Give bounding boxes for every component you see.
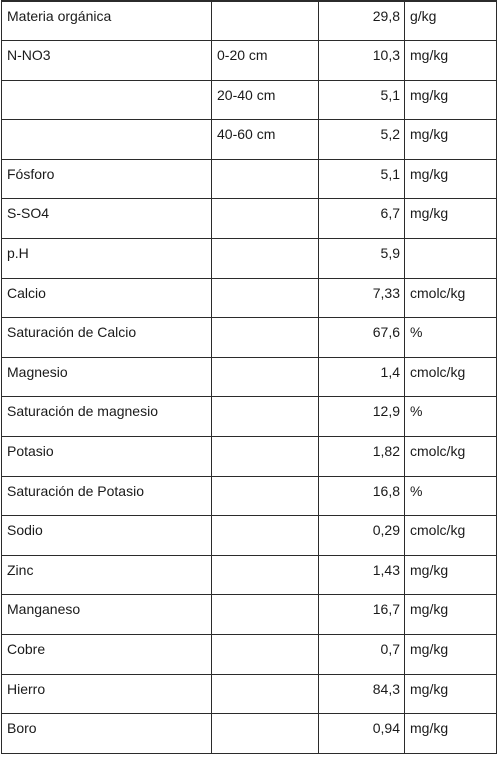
soil-analysis-table: Materia orgánica 29,8 g/kg N-NO3 0-20 cm…: [1, 0, 497, 754]
table-row: N-NO3 0-20 cm 10,3 mg/kg: [1, 40, 497, 81]
table-row: Manganeso 16,7 mg/kg: [1, 594, 497, 635]
parameter-cell: Magnesio: [1, 356, 212, 398]
depth-cell: 0-20 cm: [211, 40, 319, 81]
depth-cell: [211, 356, 319, 398]
depth-cell: [211, 515, 319, 556]
value-cell: 29,8: [318, 0, 405, 42]
table-row: Magnesio 1,4 cmolc/kg: [1, 356, 497, 398]
unit-cell: [404, 238, 497, 279]
value-cell: 0,7: [318, 634, 405, 675]
unit-cell: mg/kg: [404, 40, 497, 81]
value-cell: 5,2: [318, 119, 405, 160]
unit-cell: %: [404, 317, 497, 358]
depth-cell: [211, 277, 319, 319]
table-row: Saturación de magnesio 12,9 %: [1, 396, 497, 438]
parameter-cell: Fósforo: [1, 158, 212, 200]
unit-cell: mg/kg: [404, 79, 497, 121]
parameter-cell: N-NO3: [1, 40, 212, 81]
parameter-cell: S-SO4: [1, 198, 212, 240]
table-row: Sodio 0,29 cmolc/kg: [1, 515, 497, 556]
depth-cell: [211, 713, 319, 754]
table-row: Calcio 7,33 cmolc/kg: [1, 277, 497, 319]
value-cell: 16,7: [318, 594, 405, 635]
depth-cell: [211, 198, 319, 240]
depth-cell: [211, 238, 319, 279]
unit-cell: g/kg: [404, 0, 497, 42]
unit-cell: mg/kg: [404, 554, 497, 596]
value-cell: 7,33: [318, 277, 405, 319]
table-row: Materia orgánica 29,8 g/kg: [1, 0, 497, 42]
table-row: 40-60 cm 5,2 mg/kg: [1, 119, 497, 160]
value-cell: 1,82: [318, 436, 405, 477]
depth-cell: [211, 673, 319, 715]
parameter-cell: Sodio: [1, 515, 212, 556]
parameter-cell: Saturación de Potasio: [1, 475, 212, 517]
depth-cell: 20-40 cm: [211, 79, 319, 121]
value-cell: 1,43: [318, 554, 405, 596]
value-cell: 10,3: [318, 40, 405, 81]
unit-cell: mg/kg: [404, 713, 497, 754]
value-cell: 5,1: [318, 79, 405, 121]
value-cell: 12,9: [318, 396, 405, 438]
table-row: Saturación de Calcio 67,6 %: [1, 317, 497, 358]
table-row: Zinc 1,43 mg/kg: [1, 554, 497, 596]
depth-cell: [211, 475, 319, 517]
value-cell: 1,4: [318, 356, 405, 398]
table-row: Boro 0,94 mg/kg: [1, 713, 497, 754]
depth-cell: 40-60 cm: [211, 119, 319, 160]
value-cell: 0,29: [318, 515, 405, 556]
value-cell: 5,9: [318, 238, 405, 279]
value-cell: 16,8: [318, 475, 405, 517]
parameter-cell: Potasio: [1, 436, 212, 477]
unit-cell: mg/kg: [404, 198, 497, 240]
unit-cell: %: [404, 396, 497, 438]
parameter-cell: Saturación de Calcio: [1, 317, 212, 358]
depth-cell: [211, 158, 319, 200]
table-row: Hierro 84,3 mg/kg: [1, 673, 497, 715]
parameter-cell: Calcio: [1, 277, 212, 319]
parameter-cell: Saturación de magnesio: [1, 396, 212, 438]
table-row: Fósforo 5,1 mg/kg: [1, 158, 497, 200]
parameter-cell: Cobre: [1, 634, 212, 675]
parameter-cell: Zinc: [1, 554, 212, 596]
unit-cell: mg/kg: [404, 158, 497, 200]
value-cell: 5,1: [318, 158, 405, 200]
value-cell: 84,3: [318, 673, 405, 715]
depth-cell: [211, 634, 319, 675]
depth-cell: [211, 317, 319, 358]
unit-cell: mg/kg: [404, 119, 497, 160]
table-row: Potasio 1,82 cmolc/kg: [1, 436, 497, 477]
table-row: S-SO4 6,7 mg/kg: [1, 198, 497, 240]
parameter-cell: [1, 79, 212, 121]
unit-cell: mg/kg: [404, 673, 497, 715]
unit-cell: cmolc/kg: [404, 436, 497, 477]
unit-cell: cmolc/kg: [404, 356, 497, 398]
depth-cell: [211, 0, 319, 42]
table-row: 20-40 cm 5,1 mg/kg: [1, 79, 497, 121]
parameter-cell: Materia orgánica: [1, 0, 212, 42]
depth-cell: [211, 594, 319, 635]
value-cell: 6,7: [318, 198, 405, 240]
parameter-cell: Manganeso: [1, 594, 212, 635]
table-body: Materia orgánica 29,8 g/kg N-NO3 0-20 cm…: [1, 0, 497, 754]
value-cell: 67,6: [318, 317, 405, 358]
parameter-cell: Boro: [1, 713, 212, 754]
parameter-cell: p.H: [1, 238, 212, 279]
unit-cell: mg/kg: [404, 634, 497, 675]
parameter-cell: [1, 119, 212, 160]
unit-cell: %: [404, 475, 497, 517]
unit-cell: cmolc/kg: [404, 515, 497, 556]
parameter-cell: Hierro: [1, 673, 212, 715]
depth-cell: [211, 436, 319, 477]
depth-cell: [211, 554, 319, 596]
table-row: Saturación de Potasio 16,8 %: [1, 475, 497, 517]
unit-cell: mg/kg: [404, 594, 497, 635]
table-row: Cobre 0,7 mg/kg: [1, 634, 497, 675]
table-row: p.H 5,9: [1, 238, 497, 279]
value-cell: 0,94: [318, 713, 405, 754]
depth-cell: [211, 396, 319, 438]
unit-cell: cmolc/kg: [404, 277, 497, 319]
